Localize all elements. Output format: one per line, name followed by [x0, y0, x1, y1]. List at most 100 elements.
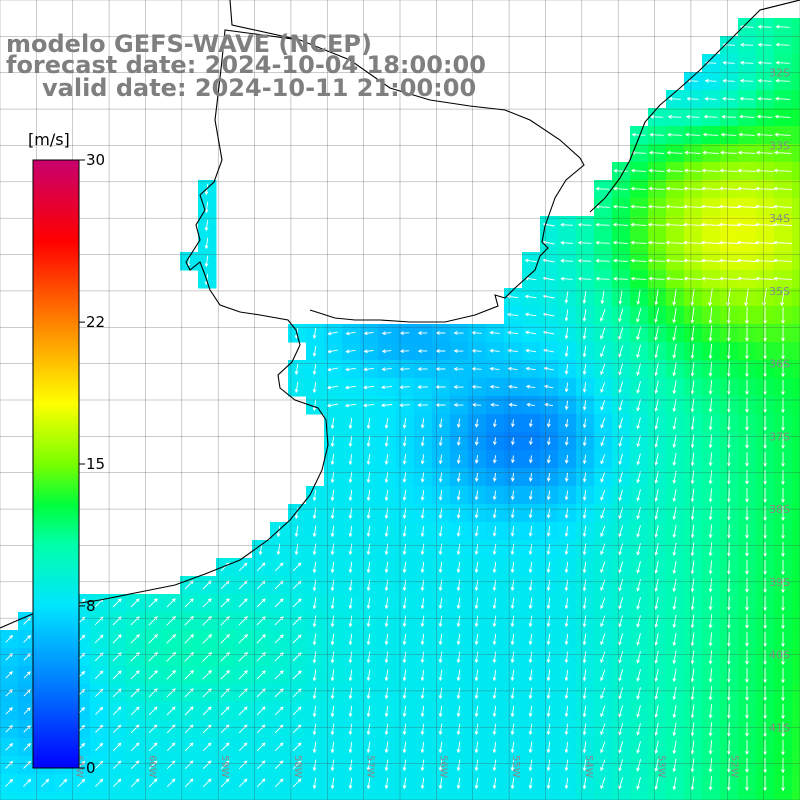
wind-arrow [474, 741, 479, 754]
wind-arrow [672, 668, 677, 683]
wind-arrow [600, 615, 606, 628]
wind-speed-cell [432, 792, 451, 800]
wind-arrow [348, 615, 353, 628]
wind-arrow [630, 186, 647, 191]
wind-arrow [420, 579, 425, 592]
wind-speed-cell [792, 72, 800, 91]
wind-arrow [701, 186, 720, 191]
wind-arrow [348, 453, 353, 466]
wind-arrow [330, 435, 335, 448]
wind-arrow [292, 778, 302, 788]
wind-arrow [708, 488, 713, 503]
wind-arrow [763, 306, 767, 325]
wind-arrow [773, 276, 792, 281]
wind-arrow [5, 671, 13, 679]
wind-arrow [384, 669, 389, 682]
wind-arrow [456, 687, 461, 700]
wind-arrow [775, 24, 790, 29]
wind-arrow [524, 330, 537, 335]
title-forecast-date: forecast date: 2024-10-04 18:00:00 [6, 51, 486, 79]
wind-arrow [745, 524, 749, 539]
wind-arrow [701, 258, 721, 263]
wind-arrow [345, 331, 356, 336]
wind-arrow [274, 634, 284, 644]
wind-arrow [112, 706, 122, 716]
wind-arrow [130, 598, 140, 608]
wind-arrow [292, 706, 302, 716]
wind-arrow [456, 741, 461, 754]
wind-arrow [510, 437, 515, 446]
wind-arrow [600, 579, 606, 592]
wind-arrow [636, 705, 641, 718]
wind-arrow [739, 114, 755, 119]
wind-arrow [184, 633, 195, 644]
wind-arrow [736, 240, 757, 245]
wind-arrow [560, 258, 573, 263]
wind-arrow [528, 633, 533, 646]
wind-speed-cell [486, 792, 505, 800]
wind-arrow [618, 777, 624, 790]
wind-arrow [366, 759, 371, 772]
wind-arrow [636, 633, 641, 646]
colorbar-ramp [32, 159, 80, 769]
wind-arrow [420, 561, 425, 574]
wind-arrow [381, 385, 393, 390]
wind-arrow [582, 741, 587, 754]
wind-arrow [456, 705, 461, 718]
wind-arrow [330, 417, 335, 430]
wind-arrow [763, 361, 767, 378]
wind-arrow [649, 132, 664, 137]
wind-arrow [781, 415, 785, 432]
wind-arrow [256, 598, 266, 608]
wind-arrow [726, 380, 731, 395]
wind-speed-cell [180, 792, 199, 800]
wind-arrow [736, 222, 757, 227]
wind-arrow [708, 722, 713, 737]
wind-arrow [690, 722, 695, 737]
wind-arrow [510, 490, 515, 501]
wind-arrow [330, 651, 335, 664]
wind-arrow [665, 240, 684, 245]
wind-arrow [528, 597, 533, 610]
wind-arrow [366, 615, 371, 628]
wind-arrow [438, 436, 443, 447]
wind-arrow [690, 524, 695, 539]
wind-arrow [492, 777, 497, 790]
wind-arrow [708, 740, 713, 755]
wind-arrow [665, 258, 684, 263]
wind-arrow [564, 579, 569, 592]
wind-arrow [420, 472, 425, 483]
wind-arrow [630, 168, 647, 173]
wind-arrow [366, 435, 371, 448]
wind-arrow [456, 669, 461, 682]
wind-arrow [745, 416, 749, 431]
wind-arrow [665, 204, 684, 209]
wind-arrow [726, 758, 731, 773]
wind-arrow [112, 760, 122, 770]
wind-arrow [630, 240, 647, 245]
wind-arrow [774, 132, 791, 137]
wind-arrow [683, 222, 703, 227]
wind-arrow [507, 366, 518, 371]
wind-arrow [722, 60, 735, 65]
wind-arrow [595, 186, 610, 191]
latitude-label: 38S [769, 503, 790, 516]
wind-arrow [492, 419, 497, 428]
wind-arrow [739, 60, 754, 65]
wind-arrow [312, 633, 317, 646]
wind-arrow [654, 399, 659, 412]
wind-arrow [690, 542, 695, 557]
wind-arrow [402, 579, 407, 592]
wind-speed-cell [792, 234, 800, 253]
wind-arrow [618, 326, 624, 340]
wind-arrow [654, 668, 659, 682]
wind-arrow [402, 507, 407, 520]
wind-speed-cell [792, 774, 800, 793]
wind-arrow [420, 436, 425, 447]
wind-arrow [600, 669, 606, 682]
wind-arrow [654, 326, 659, 341]
wind-arrow [564, 400, 569, 411]
wind-arrow [683, 258, 702, 263]
wind-arrow [381, 331, 392, 336]
wind-speed-cell [252, 792, 271, 800]
